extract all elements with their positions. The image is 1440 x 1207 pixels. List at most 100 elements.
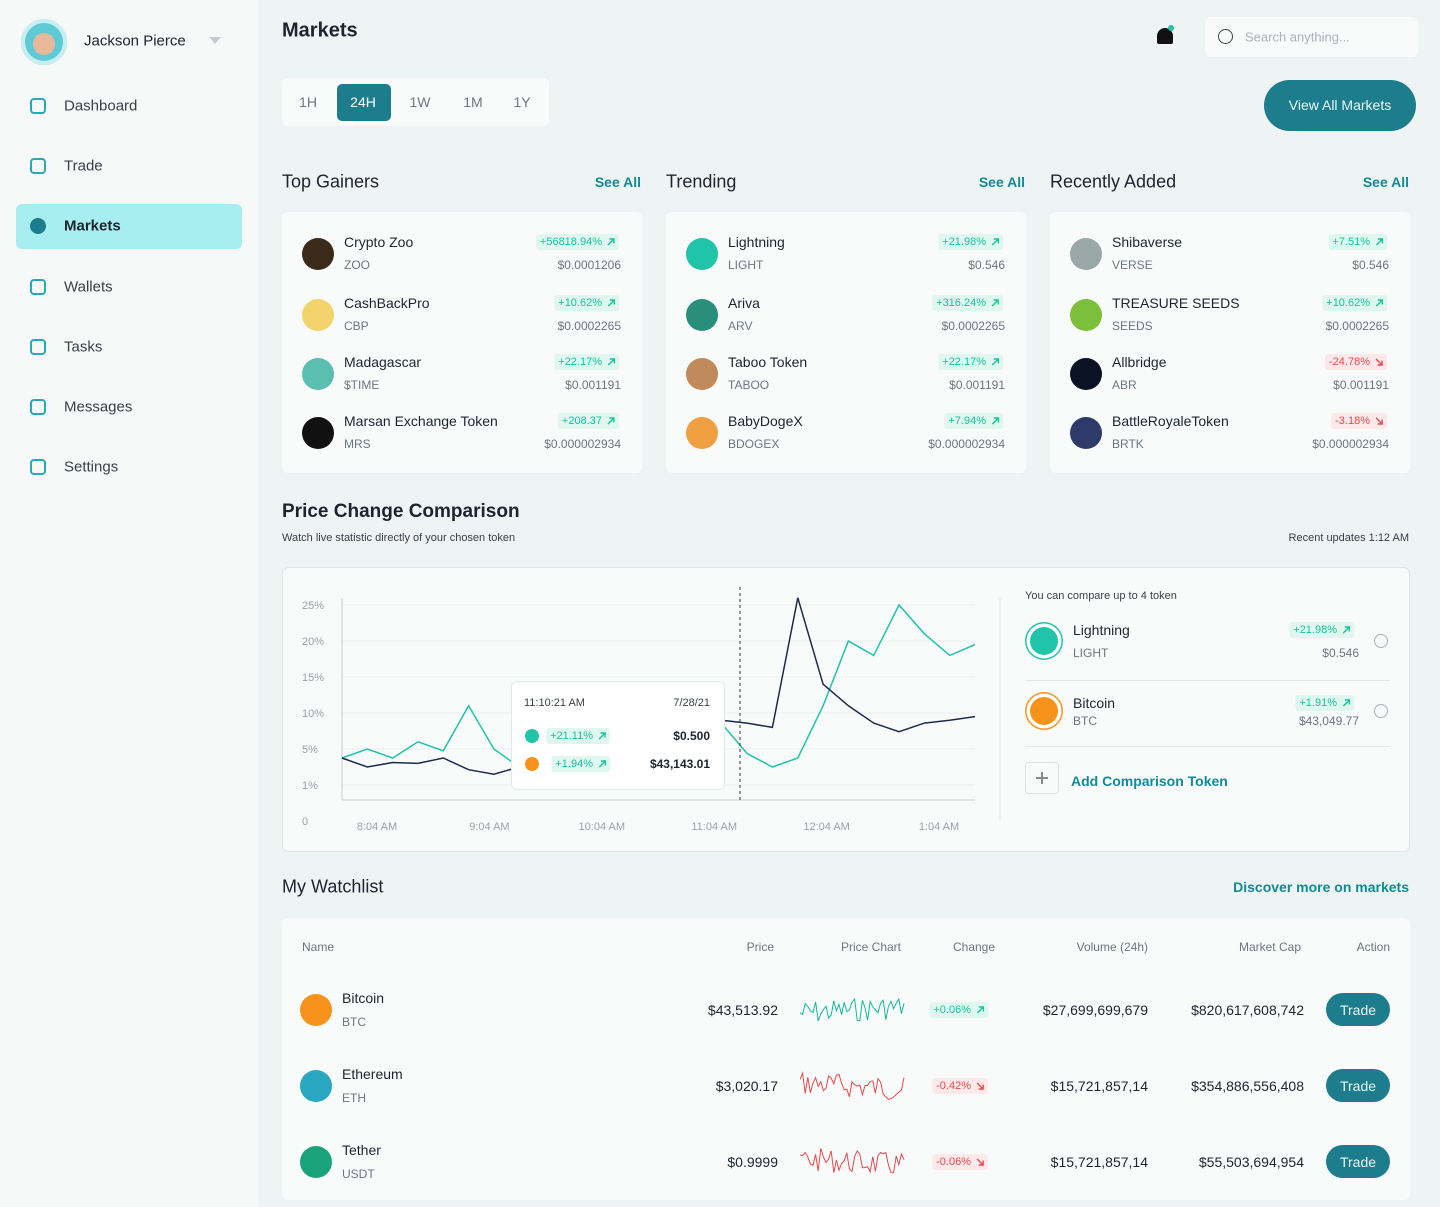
bell-icon[interactable]	[1157, 28, 1173, 44]
change-text: +316.24%	[936, 297, 986, 309]
token-icon	[686, 299, 718, 331]
avatar-face	[33, 33, 55, 55]
nav-label[interactable]: Tasks	[64, 338, 103, 356]
search-icon	[1218, 29, 1233, 44]
nav-label[interactable]: Trade	[64, 157, 103, 175]
token-price: $0.001191	[565, 378, 621, 392]
timeframe-option[interactable]: 1W	[409, 94, 431, 110]
nav-active-bg[interactable]	[16, 204, 242, 249]
trend-arrow	[976, 1082, 984, 1090]
token-icon	[1070, 417, 1102, 449]
sparkline	[800, 997, 905, 1022]
trade-label[interactable]: Trade	[1339, 1002, 1377, 1018]
trend-arrow	[976, 1006, 984, 1014]
coin-icon	[300, 994, 332, 1026]
token-icon	[302, 299, 334, 331]
tooltip-time: 11:10:21 AM	[524, 697, 585, 709]
column-header: Market Cap	[1238, 940, 1301, 954]
sparkline-path	[800, 1148, 905, 1174]
nav-label[interactable]: Settings	[64, 458, 119, 476]
token-icon	[302, 358, 334, 390]
timeframe-option[interactable]: 24H	[350, 94, 376, 110]
tooltip-icon	[525, 757, 539, 771]
change-badge: +316.24%	[932, 295, 1003, 311]
x-tick-label: 1:04 AM	[919, 821, 959, 833]
token-name: Taboo Token	[728, 354, 808, 370]
coin-cap: $55,503,694,954	[1198, 1154, 1304, 1170]
compare-symbol: LIGHT	[1073, 646, 1109, 660]
y-tick-label: 0	[302, 816, 308, 828]
timeframe-option[interactable]: 1M	[463, 94, 483, 110]
coin-cap: $820,617,608,742	[1191, 1002, 1304, 1018]
column-header: Price	[746, 940, 774, 954]
panel-link[interactable]: See All	[594, 174, 641, 190]
add-token-button[interactable]	[1025, 762, 1059, 794]
remove-token[interactable]	[1374, 634, 1388, 648]
coin-price: $0.9999	[727, 1154, 778, 1170]
timeframe-option[interactable]: 1Y	[513, 94, 531, 110]
view-all-label[interactable]: View All Markets	[1288, 97, 1392, 113]
arrow-path	[607, 417, 615, 425]
panel-link[interactable]: See All	[1362, 174, 1409, 190]
change-badge: -0.42%	[932, 1078, 988, 1094]
change-text: +56818.94%	[539, 236, 602, 248]
section-title: Price Change Comparison	[282, 501, 520, 522]
token-name: Allbridge	[1112, 354, 1167, 370]
token-price: $0.0002265	[557, 319, 621, 333]
change-text: +1.94%	[555, 758, 593, 770]
change-text: +10.62%	[558, 297, 602, 309]
change-badge: +0.06%	[929, 1002, 988, 1018]
token-icon	[1070, 238, 1102, 270]
column-header: Name	[302, 940, 335, 954]
y-tick-label: 10%	[302, 708, 324, 720]
token-name: Marsan Exchange Token	[344, 413, 498, 429]
nav-label[interactable]: Wallets	[64, 278, 113, 296]
nav-label[interactable]: Markets	[64, 217, 121, 235]
trade-button[interactable]	[1326, 993, 1390, 1026]
change-text: -0.42%	[936, 1080, 971, 1092]
y-tick-label: 5%	[302, 744, 318, 756]
y-tick-label: 20%	[302, 636, 324, 648]
timeframe-group	[282, 78, 549, 126]
coin-volume: $27,699,699,679	[1042, 1002, 1148, 1018]
arrow-path	[1342, 699, 1350, 707]
timeframe-active[interactable]	[337, 84, 391, 121]
change-text: +1.91%	[1299, 697, 1337, 709]
nav-label[interactable]: Messages	[64, 398, 133, 416]
section-link[interactable]: Discover more on markets	[1233, 879, 1409, 895]
arrow-path	[976, 1158, 984, 1166]
view-all-button[interactable]	[1264, 80, 1416, 131]
trade-label[interactable]: Trade	[1339, 1078, 1377, 1094]
trade-button[interactable]	[1326, 1145, 1390, 1178]
updated-note: Recent updates 1:12 AM	[1288, 532, 1409, 544]
token-name: BabyDogeX	[728, 413, 803, 429]
token-symbol: ARV	[728, 319, 753, 333]
column-header: Change	[952, 940, 996, 954]
token-name: Lightning	[728, 234, 785, 250]
trend-arrow	[607, 358, 615, 366]
trade-button[interactable]	[1326, 1069, 1390, 1102]
token-icon	[302, 417, 334, 449]
tooltip-date: 7/28/21	[673, 697, 710, 709]
user-caret[interactable]	[209, 37, 221, 44]
nav-label[interactable]: Dashboard	[64, 97, 138, 115]
nav-icon	[30, 279, 46, 295]
arrow-path	[1375, 238, 1383, 246]
y-tick-label: 25%	[302, 600, 324, 612]
coin-volume: $15,721,857,14	[1050, 1078, 1148, 1094]
compare-name: Lightning	[1073, 622, 1130, 638]
token-symbol: ABR	[1112, 378, 1137, 392]
coin-symbol: BTC	[342, 1015, 366, 1029]
add-token-label[interactable]: Add Comparison Token	[1071, 773, 1228, 789]
token-price: $0.546	[968, 258, 1005, 272]
timeframe-option[interactable]: 1H	[299, 94, 317, 110]
arrow-path	[1342, 626, 1350, 634]
compare-name: Bitcoin	[1073, 695, 1116, 711]
token-name: Shibaverse	[1112, 234, 1183, 250]
remove-token[interactable]	[1374, 704, 1388, 718]
search-box[interactable]	[1205, 17, 1418, 57]
change-badge: +21.98%	[938, 234, 1003, 250]
trade-label[interactable]: Trade	[1339, 1154, 1377, 1170]
panel-link[interactable]: See All	[978, 174, 1025, 190]
token-price: $0.000002934	[1312, 437, 1389, 451]
